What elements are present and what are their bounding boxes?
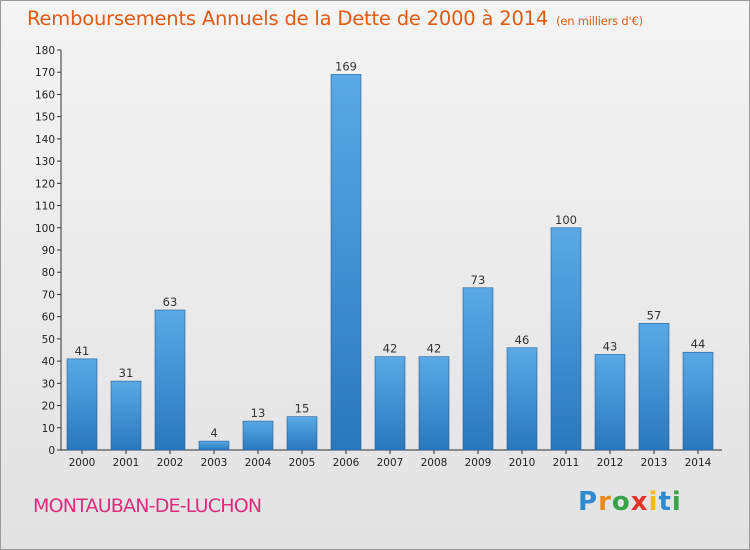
y-tick-label: 70 <box>42 289 55 301</box>
y-tick-label: 120 <box>35 178 55 190</box>
data-label-2008: 42 <box>427 342 442 356</box>
bar-2001 <box>110 380 142 451</box>
y-tick-label: 10 <box>42 423 55 435</box>
x-tick-label: 2000 <box>69 457 96 469</box>
data-label-2014: 44 <box>691 337 706 351</box>
logo-letter: x <box>630 487 649 517</box>
data-label-2011: 100 <box>555 213 577 227</box>
bar-2013 <box>638 323 670 451</box>
chart-title: Remboursements Annuels de la Dette de 20… <box>27 7 643 30</box>
bar-2009 <box>462 287 494 451</box>
bar-2008 <box>418 356 450 451</box>
logo-letter: r <box>598 487 612 517</box>
y-tick-label: 180 <box>35 45 55 57</box>
bar-2002 <box>154 309 186 451</box>
x-tick-label: 2007 <box>377 457 404 469</box>
y-tick-label: 110 <box>35 201 55 213</box>
data-label-2005: 15 <box>295 402 310 416</box>
logo-letter: P <box>578 487 599 517</box>
x-tick-label: 2009 <box>465 457 492 469</box>
y-tick-label: 80 <box>42 267 55 279</box>
logo-letter: t <box>658 487 672 517</box>
data-label-2009: 73 <box>471 273 486 287</box>
data-label-2013: 57 <box>647 308 662 322</box>
x-tick-label: 2011 <box>553 457 580 469</box>
y-tick-label: 50 <box>42 334 55 346</box>
chart-data-labels: 41 31 63 4 13 15 169 42 42 73 46 100 43 57 44 <box>75 59 706 440</box>
logo-letter: o <box>611 487 631 517</box>
bar-2012 <box>594 354 626 451</box>
data-label-2012: 43 <box>603 339 618 353</box>
y-tick-label: 100 <box>35 223 55 235</box>
data-label-2010: 46 <box>515 333 530 347</box>
data-label-2006: 169 <box>335 59 357 73</box>
bar-2005 <box>286 416 318 451</box>
y-tick-label: 60 <box>42 312 55 324</box>
y-tick-label: 170 <box>35 67 55 79</box>
x-tick-label: 2001 <box>113 457 140 469</box>
data-label-2007: 42 <box>383 342 398 356</box>
y-tick-label: 130 <box>35 156 55 168</box>
logo-letter: i <box>671 487 682 517</box>
bar-2014 <box>682 351 714 451</box>
bar-2003 <box>198 440 230 451</box>
bar-2007 <box>374 356 406 451</box>
x-tick-label: 2006 <box>333 457 360 469</box>
x-tick-label: 2013 <box>641 457 668 469</box>
x-tick-label: 2003 <box>201 457 228 469</box>
y-tick-label: 150 <box>35 112 55 124</box>
data-label-2002: 63 <box>163 295 178 309</box>
chart-subtitle: (en milliers d'€) <box>556 14 643 28</box>
commune-name: MONTAUBAN-DE-LUCHON <box>33 495 262 517</box>
chart-axes: 0 10 20 30 40 50 60 70 80 90 100 110 120 130 140 150 160… <box>35 45 722 469</box>
x-tick-label: 2012 <box>597 457 624 469</box>
y-tick-label: 30 <box>42 378 55 390</box>
chart-title-text: Remboursements Annuels de la Dette de 20… <box>27 7 549 30</box>
x-tick-label: 2014 <box>685 457 712 469</box>
data-label-2003: 4 <box>210 426 217 440</box>
x-tick-label: 2008 <box>421 457 448 469</box>
data-label-2001: 31 <box>119 366 134 380</box>
y-tick-label: 0 <box>48 445 55 457</box>
data-label-2004: 13 <box>251 406 266 420</box>
y-tick-label: 20 <box>42 401 55 413</box>
y-tick-label: 90 <box>42 245 55 257</box>
x-tick-label: 2004 <box>245 457 272 469</box>
proxiti-logo: Proxiti <box>578 487 682 517</box>
y-tick-label: 40 <box>42 356 55 368</box>
data-label-2000: 41 <box>75 344 90 358</box>
logo-letter: i <box>648 487 659 517</box>
y-tick-label: 160 <box>35 89 55 101</box>
x-tick-label: 2002 <box>157 457 184 469</box>
bar-2010 <box>506 347 538 451</box>
y-tick-label: 140 <box>35 134 55 146</box>
x-tick-label: 2005 <box>289 457 316 469</box>
bar-2006 <box>330 74 362 451</box>
bar-2004 <box>242 420 274 451</box>
x-tick-label: 2010 <box>509 457 536 469</box>
bar-2000 <box>66 358 98 451</box>
bar-2011 <box>550 227 582 451</box>
chart-bars <box>66 74 714 451</box>
